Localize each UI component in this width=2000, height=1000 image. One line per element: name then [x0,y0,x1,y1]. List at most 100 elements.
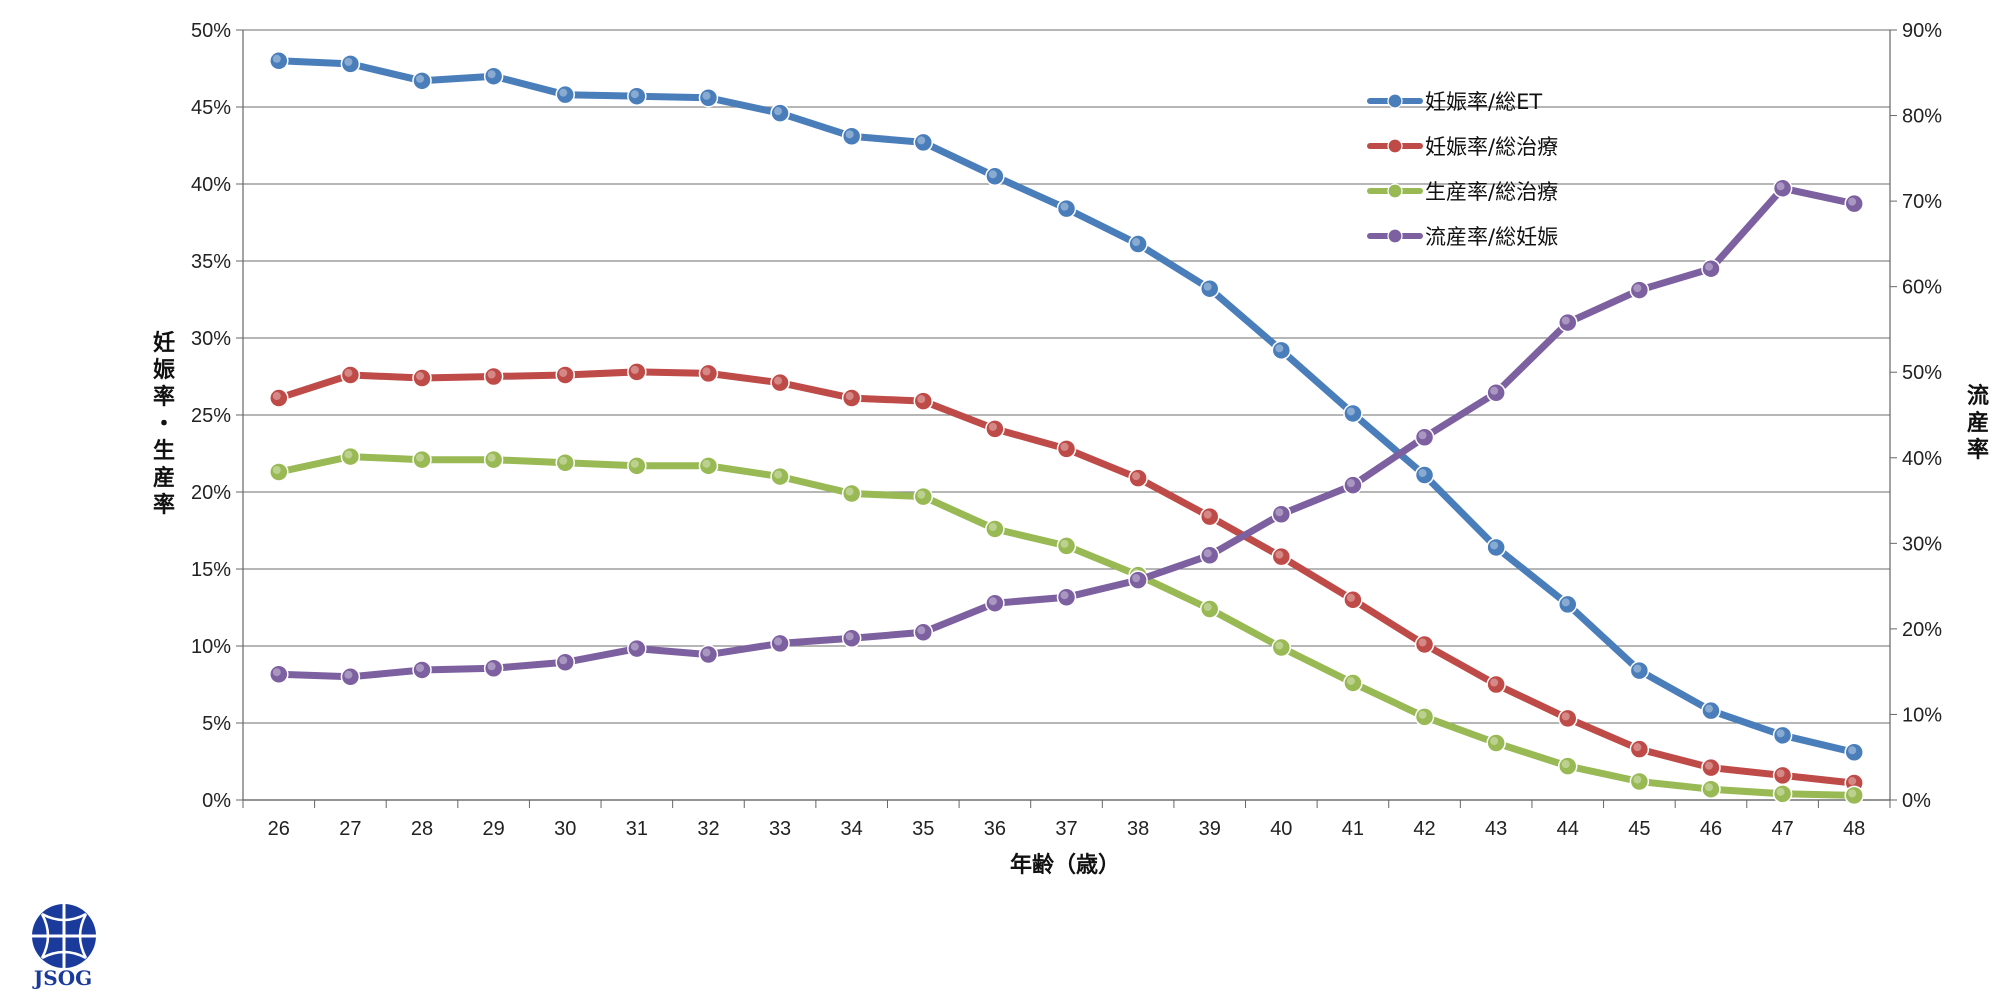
series-1 [269,51,1864,763]
data-point-highlight [1776,182,1785,191]
data-point [1199,545,1220,566]
data-point [1199,506,1220,527]
right-tick-label: 90% [1902,20,1942,42]
data-point [1558,312,1578,333]
data-point-highlight [559,368,568,377]
data-point-highlight [917,136,926,145]
data-point-highlight [845,632,854,641]
data-point-highlight [988,422,997,431]
data-point-highlight [1060,202,1069,211]
data-point-highlight [559,656,568,665]
data-point-highlight [1418,469,1427,478]
data-point [269,664,289,684]
data-point [1199,599,1220,619]
data-point-highlight [272,668,281,677]
x-tick-label: 32 [697,818,719,840]
data-point-highlight [1132,574,1141,583]
data-point [1343,590,1363,610]
data-point-highlight [1776,729,1785,738]
data-point [1128,570,1148,590]
data-point-highlight [1346,676,1355,685]
x-tick-label: 48 [1843,818,1865,840]
data-point-highlight [774,107,783,116]
data-point [1701,700,1721,721]
data-point [1701,757,1721,778]
data-point [412,71,432,91]
x-tick-label: 29 [483,818,505,840]
axis-title-char: 率 [153,492,175,518]
data-point [1056,536,1077,556]
x-tick-label: 30 [554,818,576,840]
data-point-highlight [702,367,711,376]
data-point-highlight [272,392,281,401]
left-axis-title: 妊娠率・生産率 [153,330,175,518]
data-point-highlight [845,392,854,401]
x-tick-label: 36 [984,818,1006,840]
data-point [913,622,934,643]
left-tick-label: 30% [191,328,231,350]
right-tick-label: 60% [1902,277,1942,299]
data-point [1772,178,1793,199]
data-point-highlight [988,522,997,531]
data-point-highlight [1704,761,1713,770]
data-point-highlight [559,88,568,97]
data-point [269,51,289,71]
x-tick-label: 37 [1055,818,1077,840]
data-point-highlight [1346,479,1355,488]
data-point [412,660,432,680]
data-point [412,449,432,470]
data-point [627,362,647,382]
data-point [1486,383,1506,403]
data-point-highlight [917,626,926,635]
data-point [555,365,575,385]
data-point-highlight [630,459,639,468]
data-point-highlight [1490,737,1499,746]
right-axis-title: 流産率 [1967,383,1989,463]
data-point [1772,784,1793,804]
data-point [1343,475,1363,495]
data-point [770,633,790,654]
data-point [841,388,862,408]
data-point [1844,742,1864,763]
left-tick-label: 0% [202,790,231,812]
series-4 [269,178,1864,687]
data-point-highlight [1060,591,1069,600]
series-line [275,453,1858,799]
right-tick-label: 80% [1902,106,1942,128]
data-point-highlight [630,642,639,651]
data-point [1414,707,1435,727]
data-point [1199,278,1220,299]
data-point-highlight [917,490,926,499]
data-point [412,368,432,388]
left-tick-label: 45% [191,97,231,119]
data-point-highlight [487,453,496,462]
data-point [770,103,790,123]
right-tick-label: 50% [1902,362,1942,384]
data-point-highlight [1704,783,1713,792]
right-tick-label: 70% [1902,191,1942,213]
x-axis-ticks: 26 27 28 29 30 31 32 33 34 35 36 37 38 39 40 41 42 43 44 45… [242,800,1891,840]
data-point-highlight [630,90,639,99]
data-point [627,456,647,476]
data-point-highlight [702,648,711,657]
axis-title-char: 妊 [153,330,175,356]
data-point-highlight [272,465,281,474]
data-point [1701,258,1721,279]
legend-swatch-marker [1387,183,1403,199]
data-point-highlight [1418,710,1427,719]
data-point [1844,193,1864,214]
data-point [841,628,862,649]
data-point [1414,465,1435,485]
right-tick-label: 10% [1902,704,1942,726]
data-point-highlight [1633,775,1642,784]
data-point-highlight [774,637,783,646]
x-tick-label: 28 [411,818,433,840]
data-point-highlight [1203,603,1212,612]
series-layer [269,51,1864,806]
data-point-highlight [702,91,711,100]
data-point-highlight [272,54,281,63]
legend-swatch-marker [1387,138,1403,154]
data-point-highlight [344,670,353,679]
axis-title-char: 娠 [153,357,175,383]
